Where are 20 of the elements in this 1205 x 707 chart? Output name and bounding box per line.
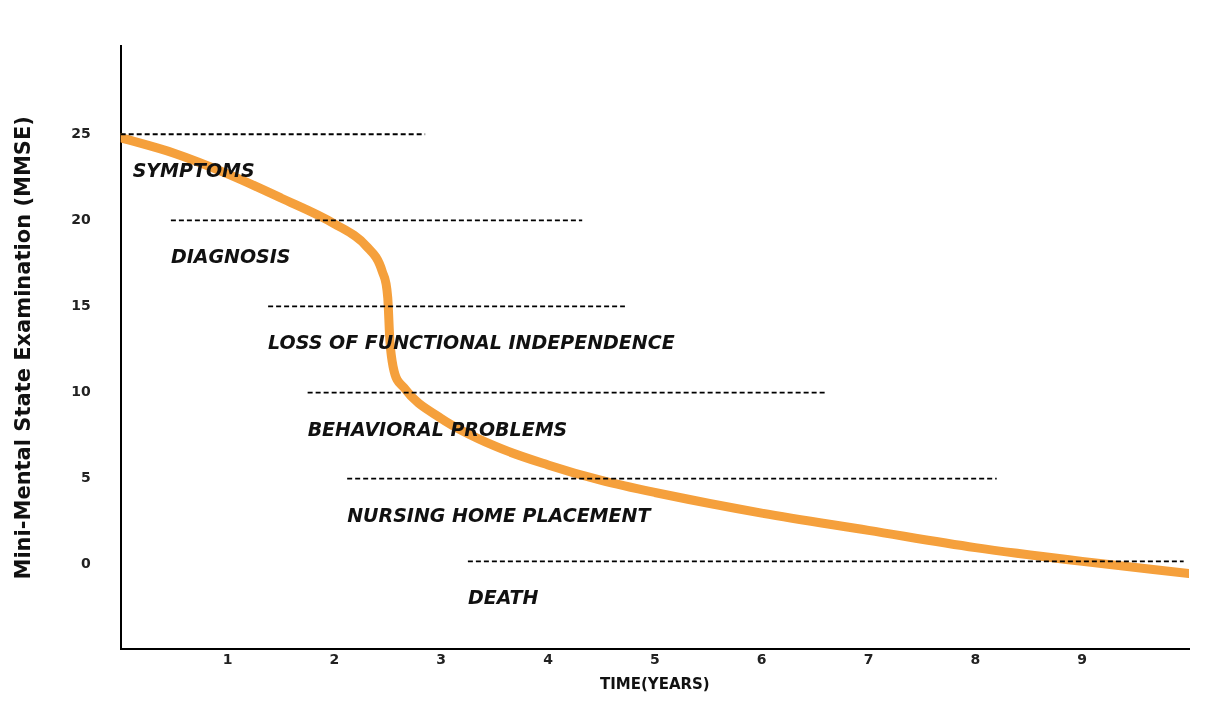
x-tick-label: 6 — [756, 651, 767, 668]
y-tick-label: 10 — [71, 383, 91, 400]
series-label: NURSING HOME PLACEMENT — [347, 503, 653, 526]
x-axis-title: TIME(YEARS) — [599, 674, 710, 693]
x-tick-label: 8 — [970, 651, 981, 668]
x-tick-label: 9 — [1077, 651, 1088, 668]
series-label: DEATH — [467, 586, 539, 609]
y-tick-label: 25 — [71, 124, 91, 141]
x-tick-label: 4 — [543, 651, 554, 668]
x-tick-label: 1 — [222, 651, 233, 668]
y-axis-title: Mini-Mental State Examination (MMSE) — [11, 116, 36, 580]
y-tick-label: 15 — [71, 297, 91, 314]
x-tick-label: 3 — [436, 651, 447, 668]
x-tick-label: 5 — [649, 651, 660, 668]
series-label: DIAGNOSIS — [170, 245, 291, 268]
y-tick-label: 5 — [80, 469, 91, 486]
x-tick-label: 2 — [329, 651, 340, 668]
x-tick-label: 7 — [863, 651, 874, 668]
y-tick-label: 0 — [80, 555, 91, 572]
y-tick-label: 20 — [71, 210, 91, 227]
